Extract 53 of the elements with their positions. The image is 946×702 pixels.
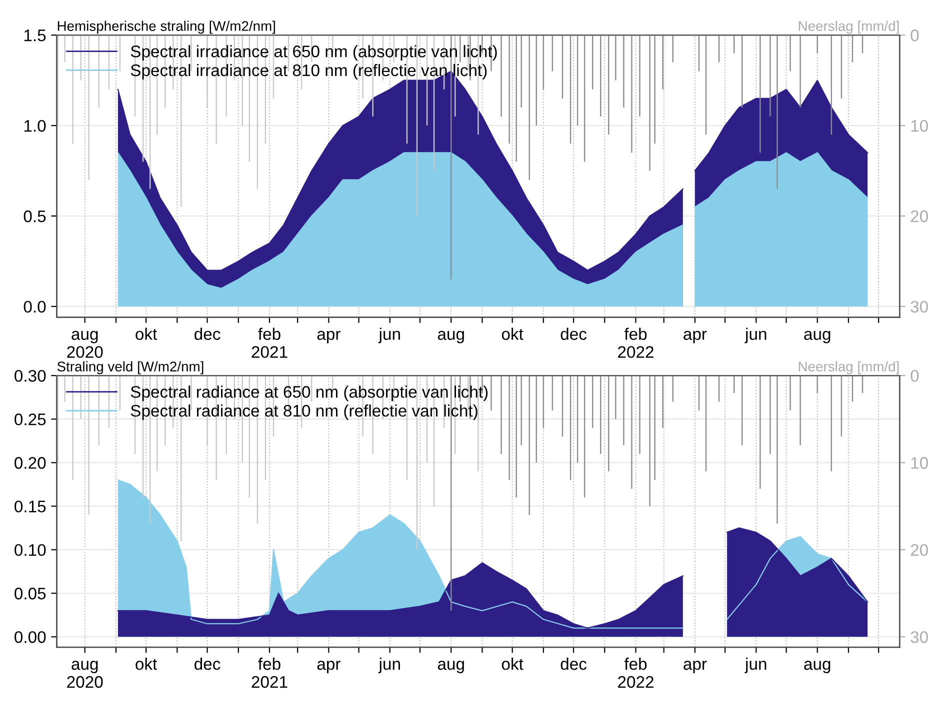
- y2-tick-label: 30: [910, 300, 928, 313]
- y2-tick-label: 20: [910, 544, 928, 556]
- x-tick-label: apr: [684, 660, 707, 674]
- x-tick-label: dec: [194, 328, 220, 340]
- y2-tick-label: 30: [910, 631, 928, 643]
- y-tick-label: 0.30: [14, 370, 46, 382]
- x-tick-label: feb 2022: [618, 658, 654, 688]
- x-tick-label: feb 2021: [252, 328, 288, 358]
- x-tick-label: dec: [560, 658, 587, 670]
- y-tick-label: 0.0: [24, 300, 46, 313]
- x-tick-label: feb 2021: [252, 658, 288, 688]
- y-tick-label: 0.10: [14, 544, 46, 556]
- y-tick-label: 0.15: [14, 500, 46, 512]
- y2-tick-label: 0: [910, 370, 919, 382]
- x-tick-label: aug: [438, 330, 464, 344]
- y-tick-label: 0.00: [14, 631, 46, 643]
- x-tick-label: okt: [502, 328, 524, 340]
- x-tick-label: jun: [744, 658, 766, 674]
- y2-tick-label: 20: [910, 210, 928, 222]
- x-tick-label: dec: [194, 658, 220, 670]
- x-tick-label: okt: [136, 328, 158, 340]
- x-tick-label: feb 2022: [618, 328, 654, 358]
- y2-axis-title: Neerslag [mm/d]: [798, 361, 899, 374]
- legend-label: Spectral irradiance at 810 nm (reflectie van licht): [130, 64, 487, 80]
- x-tick-label: aug 2020: [67, 330, 103, 358]
- x-tick-label: jun: [378, 328, 400, 344]
- legend-label: Spectral radiance at 810 nm (reflectie van licht): [130, 404, 478, 420]
- x-tick-label: apr: [684, 330, 707, 344]
- x-tick-label: jun: [744, 328, 766, 344]
- y-tick-label: 0.20: [14, 457, 46, 469]
- x-tick-label: aug: [804, 660, 830, 674]
- y-tick-label: 0.5: [24, 210, 46, 222]
- x-tick-label: jun: [378, 658, 400, 674]
- y2-tick-label: 10: [911, 457, 928, 469]
- x-tick-label: aug: [438, 660, 464, 674]
- y2-tick-label: 0: [910, 30, 919, 42]
- y-tick-label: 1.5: [24, 30, 46, 42]
- y-tick-label: 1.0: [24, 120, 46, 132]
- y-axis-title: Straling veld [W/m2/nm]: [57, 361, 204, 374]
- y2-axis-title: Neerslag [mm/d]: [798, 20, 899, 34]
- y-axis-title: Hemispherische straling [W/m2/nm]: [58, 20, 275, 34]
- x-tick-label: aug 2020: [67, 660, 103, 688]
- y-tick-label: 0.25: [14, 414, 46, 426]
- y2-tick-label: 10: [911, 120, 928, 132]
- x-tick-label: okt: [136, 658, 158, 670]
- x-tick-label: aug: [804, 330, 830, 344]
- legend-label: Spectral irradiance at 650 nm (absorptie van licht): [130, 45, 497, 61]
- legend-label: Spectral radiance at 650 nm (absorptie van licht): [130, 386, 488, 402]
- x-tick-label: dec: [560, 328, 587, 340]
- x-tick-label: okt: [502, 658, 524, 670]
- x-tick-label: apr: [317, 660, 340, 674]
- x-tick-label: apr: [317, 330, 340, 344]
- y-tick-label: 0.05: [14, 588, 46, 600]
